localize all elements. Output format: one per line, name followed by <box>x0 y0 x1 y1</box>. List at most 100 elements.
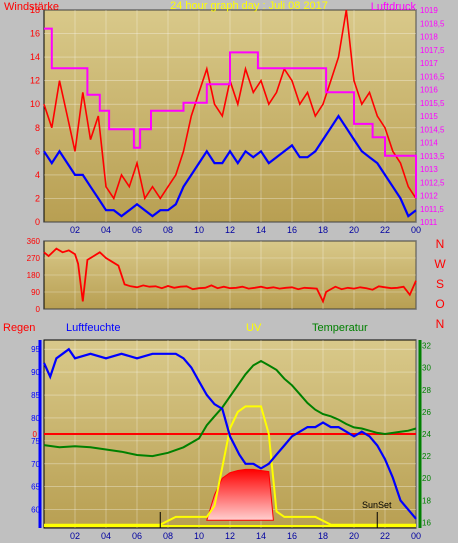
x-tick-label: 20 <box>349 225 359 235</box>
y-left-tick-label: 270 <box>27 254 41 263</box>
sunset-label: SunSet <box>362 500 392 510</box>
x-tick-label: 14 <box>256 225 266 235</box>
temperature-line <box>43 359 417 458</box>
y-left-tick-label: 2 <box>35 193 40 203</box>
y-right-tick-label: 1017 <box>420 59 438 68</box>
y-right-tick-label: 26 <box>422 408 431 417</box>
wind-direction-line <box>43 247 417 304</box>
y-right-tick-label: 18 <box>422 496 431 505</box>
humidity-line <box>42 347 417 520</box>
x-tick-label: 20 <box>349 531 359 541</box>
y-left-tick-label: 180 <box>27 271 41 280</box>
y-right-tick-label: 16 <box>422 518 431 527</box>
x-tick-label: 22 <box>380 225 390 235</box>
y-right-tick-label: 1017,5 <box>420 46 445 55</box>
regen-label: Regen <box>3 322 35 334</box>
wind-axis-labels: 02 04 06 08 10 12 14 16 18 20 22 000246810121416181… <box>30 5 445 235</box>
x-tick-label: 08 <box>163 225 173 235</box>
y-left-tick-label: 0 <box>35 217 40 227</box>
y-right-tick-label: 1013,5 <box>420 152 445 161</box>
x-tick-label: 08 <box>163 531 173 541</box>
wind-average-line <box>43 113 417 218</box>
rain-zero-marker: 0 <box>33 430 38 439</box>
y-left-tick-label: 18 <box>30 5 40 15</box>
y-left-tick-label: 8 <box>35 123 40 133</box>
x-tick-label: 18 <box>318 531 328 541</box>
x-tick-label: 04 <box>101 531 111 541</box>
y-left-tick-label: 90 <box>31 288 40 297</box>
uv-line <box>44 405 416 526</box>
y-right-tick-label: 1019 <box>420 6 438 15</box>
x-tick-label: 06 <box>132 225 142 235</box>
y-left-tick-label: 65 <box>31 483 40 492</box>
x-tick-label: 10 <box>194 531 204 541</box>
chart-title: 24 hour graph day : Juli 08 2017 <box>170 0 328 12</box>
y-right-tick-label: 1013 <box>420 165 438 174</box>
x-tick-label: 16 <box>287 531 297 541</box>
luftdruck-label: Luftdruck <box>371 1 417 13</box>
y-left-tick-label: 10 <box>30 99 40 109</box>
y-right-tick-label: 1012,5 <box>420 178 445 187</box>
y-right-tick-label: 1016 <box>420 86 438 95</box>
y-left-tick-label: 360 <box>27 237 41 246</box>
y-right-tick-label: 32 <box>422 342 431 351</box>
luftfeuchte-label: Luftfeuchte <box>66 322 120 334</box>
y-left-tick-label: 75 <box>31 437 40 446</box>
y-left-tick-label: 6 <box>35 146 40 156</box>
y-left-tick-label: 12 <box>30 76 40 86</box>
y-left-tick-label: 16 <box>30 29 40 39</box>
y-right-tick-label: 1014,5 <box>420 125 445 134</box>
compass-label: N <box>436 237 445 251</box>
x-tick-label: 00 <box>411 531 421 541</box>
temperatur-label: Temperatur <box>312 322 368 334</box>
y-right-tick-label: 1014 <box>420 139 438 148</box>
x-tick-label: 22 <box>380 531 390 541</box>
uv-label: UV <box>246 322 262 334</box>
y-right-tick-label: 1018,5 <box>420 19 445 28</box>
x-tick-label: 06 <box>132 531 142 541</box>
compass-label: N <box>436 317 445 331</box>
y-left-tick-label: 4 <box>35 170 40 180</box>
compass-label: O <box>435 297 444 311</box>
x-tick-label: 02 <box>70 531 80 541</box>
climate-series <box>42 347 417 528</box>
y-right-tick-label: 30 <box>422 364 431 373</box>
y-left-tick-label: 0 <box>36 305 41 314</box>
x-tick-label: 16 <box>287 225 297 235</box>
x-tick-label: 18 <box>318 225 328 235</box>
y-left-tick-label: 60 <box>31 506 40 515</box>
x-tick-label: 10 <box>194 225 204 235</box>
y-right-tick-label: 1018 <box>420 33 438 42</box>
y-left-tick-label: 90 <box>31 368 40 377</box>
y-left-tick-label: 80 <box>31 414 40 423</box>
x-tick-label: 12 <box>225 225 235 235</box>
y-right-tick-label: 20 <box>422 474 431 483</box>
x-tick-label: 12 <box>225 531 235 541</box>
compass-label: S <box>436 277 444 291</box>
y-left-tick-label: 95 <box>31 345 40 354</box>
climate-axis-labels: 02 04 06 08 10 12 14 16 18 20 22 00 60 65 70 75 80 85 90 95… <box>31 340 431 541</box>
x-tick-label: 00 <box>411 225 421 235</box>
x-tick-label: 04 <box>101 225 111 235</box>
direction-series <box>43 247 417 304</box>
y-left-tick-label: 70 <box>31 460 40 469</box>
y-right-tick-label: 1015 <box>420 112 438 121</box>
windstaerke-label: Windstärke <box>4 1 59 13</box>
wind-series <box>43 9 417 218</box>
pressure-line <box>44 27 417 199</box>
x-tick-label: 14 <box>256 531 266 541</box>
y-right-tick-label: 22 <box>422 452 431 461</box>
y-left-tick-label: 85 <box>31 391 40 400</box>
y-right-tick-label: 28 <box>422 386 431 395</box>
y-right-tick-label: 1015,5 <box>420 99 445 108</box>
y-right-tick-label: 1012 <box>420 192 438 201</box>
y-right-tick-label: 1011 <box>420 218 438 227</box>
y-right-tick-label: 1011,5 <box>420 205 444 214</box>
y-right-tick-label: 1016,5 <box>420 72 445 81</box>
compass-label: W <box>434 257 446 271</box>
y-left-tick-label: 14 <box>30 52 40 62</box>
x-tick-label: 02 <box>70 225 80 235</box>
y-right-tick-label: 24 <box>422 430 431 439</box>
